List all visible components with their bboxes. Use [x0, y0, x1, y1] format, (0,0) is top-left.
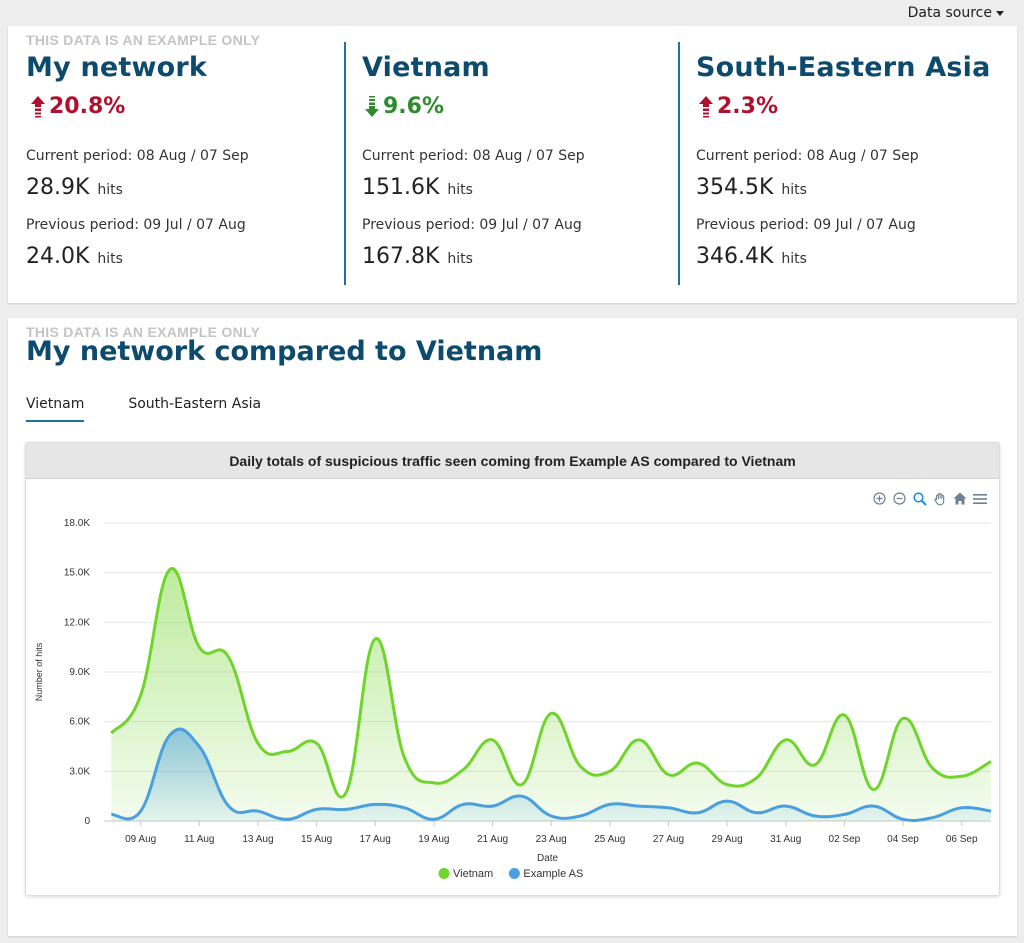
previous-hits-value: 167.8K: [362, 244, 440, 269]
x-tick-label: 11 Aug: [184, 834, 214, 845]
previous-hits: 346.4K hits: [696, 244, 807, 269]
x-tick-label: 27 Aug: [653, 834, 684, 845]
arrow-up-icon: [698, 95, 714, 119]
change-value: 2.3%: [717, 94, 779, 119]
stat-south-eastern-asia: South-Eastern Asia 2.3% Current period: …: [678, 42, 1012, 285]
chart-toolbar: [872, 491, 987, 506]
section-title: My network compared to Vietnam: [26, 336, 543, 367]
y-tick-label: 0: [84, 816, 90, 827]
chart-title: Daily totals of suspicious traffic seen …: [26, 443, 999, 479]
zoom-in-icon[interactable]: [872, 491, 887, 506]
previous-hits: 167.8K hits: [362, 244, 473, 269]
hits-unit: hits: [447, 182, 473, 198]
example-note: THIS DATA IS AN EXAMPLE ONLY: [26, 324, 261, 340]
area-chart: 0 3.0K 6.0K 9.0K 12.0K 15.0K 18.0K Number of hi…: [34, 518, 992, 880]
legend-marker: [438, 868, 450, 879]
previous-hits-value: 346.4K: [696, 244, 774, 269]
data-source-label: Data source: [907, 5, 992, 21]
x-tick-label: 19 Aug: [418, 834, 449, 845]
x-tick-label: 04 Sep: [887, 834, 919, 845]
arrow-down-icon: [364, 95, 380, 119]
y-tick-label: 9.0K: [69, 667, 90, 678]
x-tick-label: 15 Aug: [301, 834, 332, 845]
current-hits: 28.9K hits: [26, 175, 123, 200]
current-period-label: Current period: 08 Aug / 07 Sep: [696, 148, 919, 164]
x-tick-label: 21 Aug: [477, 834, 508, 845]
current-hits-value: 151.6K: [362, 175, 440, 200]
y-tick-label: 12.0K: [64, 617, 90, 628]
legend-label: Vietnam: [453, 868, 493, 880]
stat-vietnam: Vietnam 9.6% Current period: 08 Aug / 07…: [344, 42, 678, 285]
caret-down-icon: [996, 10, 1004, 16]
zoom-out-icon[interactable]: [892, 491, 907, 506]
x-tick-label: 23 Aug: [536, 834, 567, 845]
y-axis-label: Number of hits: [34, 642, 44, 701]
summary-card: THIS DATA IS AN EXAMPLE ONLY My network …: [8, 26, 1017, 303]
comparison-tabs: Vietnam South-Eastern Asia: [26, 396, 261, 422]
change-value: 9.6%: [383, 94, 445, 119]
pan-hand-icon[interactable]: [932, 491, 947, 506]
hits-unit: hits: [97, 251, 123, 267]
change-indicator: 9.6%: [364, 94, 444, 119]
zoom-selection-icon[interactable]: [912, 491, 927, 506]
previous-period-label: Previous period: 09 Jul / 07 Aug: [26, 217, 246, 233]
previous-hits: 24.0K hits: [26, 244, 123, 269]
example-note: THIS DATA IS AN EXAMPLE ONLY: [26, 32, 261, 48]
x-tick-label: 02 Sep: [829, 834, 861, 845]
tab-south-eastern-asia[interactable]: South-Eastern Asia: [128, 396, 262, 412]
x-tick-label: 25 Aug: [594, 834, 625, 845]
tab-vietnam[interactable]: Vietnam: [26, 396, 85, 422]
y-tick-label: 15.0K: [64, 568, 90, 579]
hits-unit: hits: [781, 182, 807, 198]
y-tick-label: 3.0K: [69, 766, 90, 777]
hits-unit: hits: [447, 251, 473, 267]
stat-title: South-Eastern Asia: [696, 52, 991, 83]
x-tick-label: 13 Aug: [242, 834, 273, 845]
current-period-label: Current period: 08 Aug / 07 Sep: [362, 148, 585, 164]
x-tick-label: 09 Aug: [125, 834, 156, 845]
x-tick-label: 17 Aug: [360, 834, 391, 845]
comparison-card: THIS DATA IS AN EXAMPLE ONLY My network …: [8, 318, 1017, 936]
current-period-label: Current period: 08 Aug / 07 Sep: [26, 148, 249, 164]
current-hits: 354.5K hits: [696, 175, 807, 200]
current-hits: 151.6K hits: [362, 175, 473, 200]
x-tick-label: 31 Aug: [770, 834, 801, 845]
previous-period-label: Previous period: 09 Jul / 07 Aug: [696, 217, 916, 233]
current-hits-value: 354.5K: [696, 175, 774, 200]
home-reset-icon[interactable]: [952, 491, 967, 506]
menu-icon[interactable]: [972, 491, 987, 506]
y-tick-label: 6.0K: [69, 717, 90, 728]
data-source-dropdown[interactable]: Data source: [908, 5, 1004, 21]
current-hits-value: 28.9K: [26, 175, 90, 200]
legend-marker: [508, 868, 520, 879]
previous-period-label: Previous period: 09 Jul / 07 Aug: [362, 217, 582, 233]
previous-hits-value: 24.0K: [26, 244, 90, 269]
stat-title: My network: [26, 52, 208, 83]
hits-unit: hits: [97, 182, 123, 198]
change-value: 20.8%: [49, 94, 126, 119]
y-tick-label: 18.0K: [64, 518, 90, 529]
series-line-vietnam: [110, 567, 992, 799]
arrow-up-icon: [30, 95, 46, 119]
change-indicator: 20.8%: [30, 94, 125, 119]
series-line-example-as: [111, 727, 992, 822]
change-indicator: 2.3%: [698, 94, 778, 119]
stat-title: Vietnam: [362, 52, 490, 83]
legend-label: Example AS: [523, 868, 583, 880]
series-area-example-as: [111, 729, 992, 821]
x-tick-label: 29 Aug: [712, 834, 743, 845]
x-axis-label: Date: [537, 853, 559, 864]
x-tick-label: 06 Sep: [946, 834, 978, 845]
hits-unit: hits: [781, 251, 807, 267]
stat-my-network: THIS DATA IS AN EXAMPLE ONLY My network …: [8, 26, 342, 303]
chart-panel: Daily totals of suspicious traffic seen …: [25, 442, 1000, 896]
